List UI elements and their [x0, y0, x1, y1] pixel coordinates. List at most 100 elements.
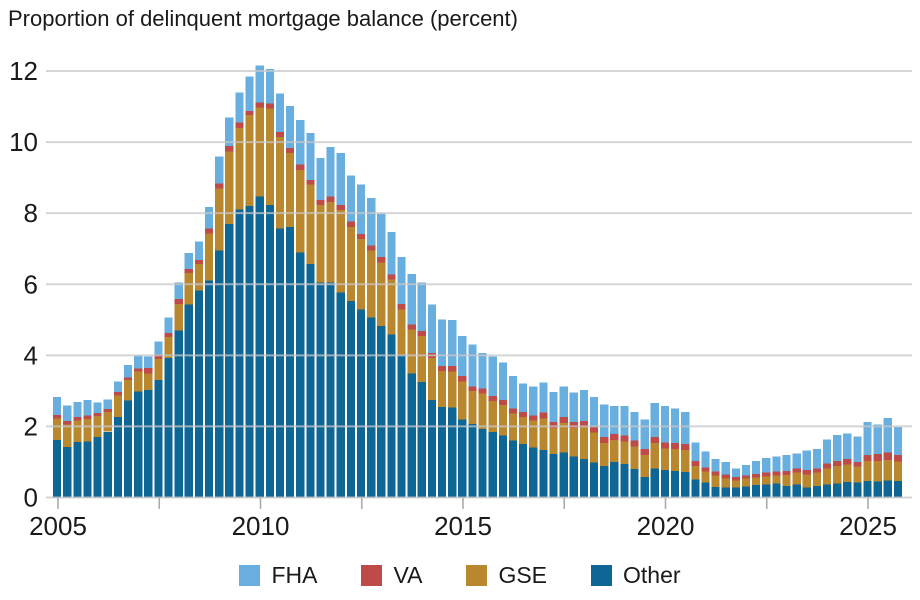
bar-2005-Q1-va [63, 421, 72, 425]
bar-2017-Q4-fha [579, 390, 589, 422]
bar-2018-Q2-gse [600, 443, 609, 466]
bar-2008-Q2-other [194, 290, 204, 498]
bar-2022-Q2-va [762, 472, 771, 477]
bar-2008-Q3-va [204, 228, 214, 234]
bar-2010-Q4-gse [296, 169, 305, 253]
bar-2021-Q1-fha [711, 459, 720, 472]
bar-2008-Q1-gse [184, 273, 193, 305]
bar-2023-Q1-gse [792, 472, 801, 485]
bar-2009-Q4-gse [255, 107, 264, 197]
bar-2019-Q4-gse [660, 448, 670, 471]
bar-2009-Q1-fha [225, 117, 234, 146]
bar-2023-Q1-va [792, 468, 801, 473]
bar-2022-Q4-gse [782, 475, 791, 486]
bar-2014-Q3-va [448, 366, 457, 372]
bar-2018-Q1-gse [589, 432, 599, 463]
bar-2016-Q4-gse [539, 418, 548, 450]
bar-2013-Q1-fha [387, 232, 396, 275]
bar-2007-Q2-fha [154, 341, 163, 355]
bar-2006-Q2-va [113, 391, 122, 396]
bar-2025-Q1-fha [873, 424, 882, 455]
bar-2014-Q4-gse [458, 381, 467, 420]
bar-2016-Q2-fha [519, 383, 528, 412]
bar-2013-Q4-other [417, 381, 426, 498]
bar-2012-Q4-other [377, 326, 386, 498]
y-axis-label-8: 8 [24, 198, 38, 228]
bar-2015-Q2-other [478, 428, 487, 498]
bar-2012-Q2-gse [356, 238, 366, 310]
bar-2009-Q2-va [235, 122, 244, 128]
bar-2022-Q1-va [752, 474, 761, 478]
bar-2006-Q1-fha [103, 399, 112, 409]
bar-2025-Q1-gse [873, 460, 882, 482]
bar-2023-Q4-va [822, 463, 832, 469]
bar-2014-Q2-gse [437, 370, 447, 407]
bar-2023-Q2-gse [802, 474, 811, 488]
chart-title: Proportion of delinquent mortgage balanc… [8, 6, 518, 31]
bar-2006-Q1-other [103, 431, 112, 498]
bar-2025-Q2-fha [883, 417, 892, 453]
bar-2020-Q4-gse [701, 471, 710, 483]
bar-2024-Q2-gse [843, 464, 852, 482]
bar-2015-Q4-fha [498, 362, 507, 401]
bar-2018-Q2-other [600, 465, 609, 498]
bar-2010-Q1-other [265, 204, 274, 498]
bar-2017-Q3-va [569, 422, 578, 429]
bar-2018-Q1-va [589, 426, 599, 433]
bar-2011-Q1-gse [306, 184, 315, 264]
bar-2019-Q3-va [650, 437, 659, 444]
legend-label-va: VA [393, 562, 423, 588]
bar-2022-Q3-other [772, 483, 781, 498]
bar-2011-Q4-fha [336, 152, 345, 205]
bar-2021-Q2-va [721, 474, 730, 479]
bar-2015-Q1-other [468, 423, 477, 498]
x-axis-label-2010: 2010 [232, 511, 290, 541]
bar-2023-Q3-fha [812, 449, 822, 469]
bar-2010-Q3-va [286, 147, 295, 153]
bar-2021-Q2-gse [721, 478, 730, 488]
bar-2024-Q4-other [863, 480, 872, 498]
bar-2010-Q1-va [265, 103, 274, 109]
bar-2010-Q2-other [275, 228, 285, 498]
bar-2014-Q4-other [458, 419, 467, 498]
bar-2008-Q2-gse [194, 263, 204, 291]
bar-2010-Q2-gse [275, 137, 285, 229]
bar-2005-Q1-fha [63, 405, 72, 422]
bar-2019-Q4-va [660, 442, 670, 449]
bar-2016-Q4-fha [539, 382, 548, 413]
bar-2021-Q4-va [741, 475, 751, 479]
bar-2022-Q4-other [782, 485, 791, 498]
bar-2014-Q1-gse [427, 358, 437, 401]
bar-2007-Q3-other [164, 358, 173, 498]
bar-2014-Q2-fha [437, 319, 447, 366]
bar-2005-Q3-other [83, 441, 92, 498]
bar-2005-Q4-fha [93, 402, 102, 413]
bar-2011-Q4-gse [336, 209, 345, 293]
bar-2024-Q1-fha [833, 434, 842, 461]
bar-2016-Q2-va [519, 411, 528, 418]
bar-2023-Q4-gse [822, 468, 832, 485]
bar-2005-Q2-va [73, 417, 82, 421]
bar-2013-Q4-gse [417, 335, 426, 382]
bar-2022-Q2-other [762, 484, 771, 498]
x-axis-label-2015: 2015 [434, 511, 492, 541]
bar-2020-Q2-va [681, 444, 690, 450]
bar-2011-Q1-other [306, 263, 315, 498]
bar-2011-Q2-va [316, 200, 325, 205]
bar-2010-Q2-va [275, 132, 285, 138]
bar-2019-Q2-gse [640, 455, 649, 477]
bar-2015-Q1-fha [468, 344, 477, 387]
bar-2014-Q2-other [437, 406, 447, 498]
bar-2015-Q1-gse [468, 391, 477, 424]
bar-2006-Q4-fha [134, 355, 143, 369]
bar-2017-Q1-va [549, 422, 558, 429]
bar-2009-Q2-fha [235, 92, 244, 123]
bar-2019-Q2-other [640, 476, 649, 498]
bar-2015-Q4-other [498, 435, 507, 498]
bar-2021-Q1-gse [711, 475, 720, 487]
bar-2014-Q3-other [448, 407, 457, 498]
bar-2023-Q2-other [802, 487, 811, 498]
bar-2009-Q1-va [225, 145, 234, 152]
bar-2013-Q1-gse [387, 279, 396, 335]
